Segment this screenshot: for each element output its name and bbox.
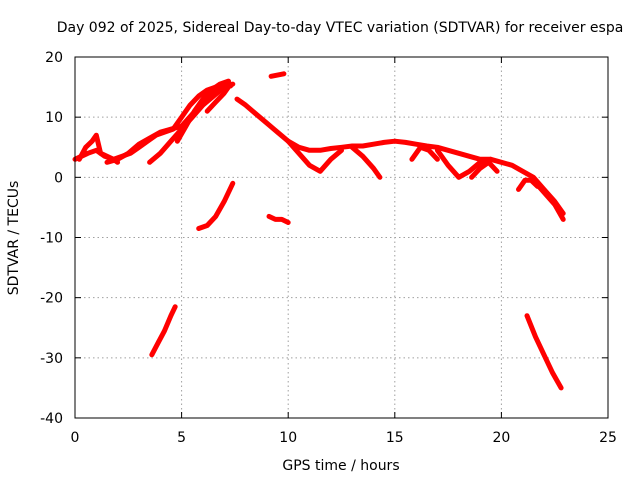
series-dip-a	[285, 138, 344, 174]
series-short-a	[268, 71, 287, 79]
chart-title: Day 092 of 2025, Sidereal Day-to-day VTE…	[57, 20, 624, 36]
y-tick-label: -30	[40, 351, 63, 367]
x-tick-label: 10	[279, 430, 297, 446]
series-dip-c	[409, 144, 440, 162]
grid-lines	[75, 57, 608, 418]
series-steep-a	[149, 304, 178, 358]
series-dip-d	[434, 147, 494, 180]
y-tick-label: 10	[45, 110, 63, 126]
series-short-b	[266, 213, 291, 225]
series-rise-b	[174, 78, 231, 144]
axis-ticks	[74, 56, 609, 419]
y-tick-label: -20	[40, 291, 63, 307]
series-afternoon	[234, 96, 566, 216]
x-tick-label: 15	[386, 430, 404, 446]
y-tick-label: -40	[40, 411, 63, 427]
series-start-spikes	[76, 132, 121, 165]
series-dip-b	[349, 144, 383, 180]
x-tick-label: 0	[71, 430, 80, 446]
tick-labels: 0 5 10 15 20 25 -40 -30 -20 -10 0 10 20	[40, 50, 617, 446]
x-axis-label: GPS time / hours	[282, 458, 399, 474]
x-tick-label: 5	[177, 430, 186, 446]
y-tick-label: 20	[45, 50, 63, 66]
data-series	[72, 71, 566, 391]
y-axis-label: SDTVAR / TECUs	[6, 181, 22, 296]
series-rise-c	[204, 81, 234, 114]
x-tick-label: 20	[492, 430, 510, 446]
y-tick-label: 0	[54, 170, 63, 186]
series-neg-arc	[196, 180, 236, 231]
y-tick-label: -10	[40, 231, 63, 247]
x-tick-label: 25	[599, 430, 617, 446]
series-late-drop	[530, 177, 566, 222]
series-steep-b	[524, 313, 564, 391]
series-dip-e	[469, 159, 500, 180]
